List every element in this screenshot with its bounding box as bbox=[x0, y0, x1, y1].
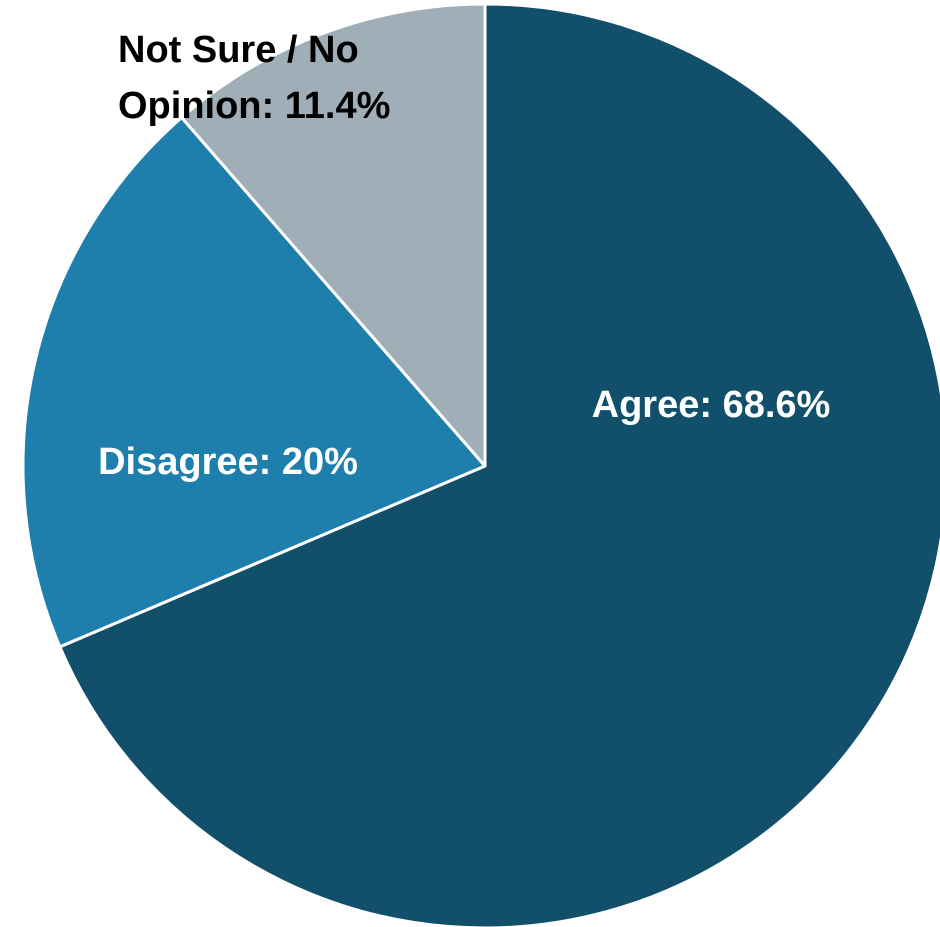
pie-slice-disagree bbox=[21, 116, 487, 649]
pie-slice-agree bbox=[58, 2, 940, 927]
pie-labels: Agree: 68.6% Disagree: 20% Not Sure / No… bbox=[98, 29, 830, 483]
agree-data-label: Agree: 68.6% bbox=[592, 384, 831, 426]
not-sure-data-label-line-1: Not Sure / No bbox=[118, 29, 359, 71]
pie-slice-not-sure-no-opinion bbox=[180, 2, 487, 468]
pie-slices bbox=[21, 2, 940, 927]
not-sure-data-label-line-2: Opinion: 11.4% bbox=[118, 85, 390, 127]
not-sure-data-label: Not Sure / No Opinion: 11.4% bbox=[118, 29, 390, 127]
disagree-data-label: Disagree: 20% bbox=[98, 441, 358, 483]
